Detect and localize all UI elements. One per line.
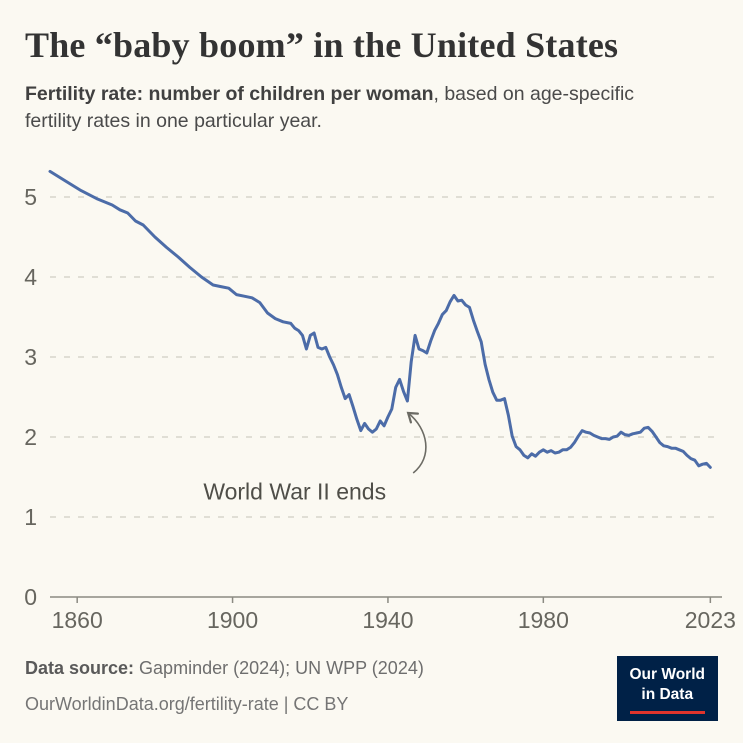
data-source-line: Data source: Gapminder (2024); UN WPP (2…: [25, 658, 424, 679]
svg-text:World War II ends: World War II ends: [203, 478, 386, 504]
svg-text:2: 2: [24, 424, 37, 450]
svg-text:4: 4: [24, 264, 37, 290]
attribution-line: OurWorldinData.org/fertility-rate | CC B…: [25, 693, 349, 714]
chart-subtitle-rest: , based on age-specific fertility rates …: [25, 82, 635, 132]
owid-logo-red-bar: [629, 711, 705, 714]
chart-title: The “baby boom” in the United States: [25, 25, 619, 65]
svg-text:1980: 1980: [518, 607, 569, 633]
owid-logo-text-line2: in Data: [641, 685, 694, 703]
svg-text:5: 5: [24, 184, 37, 210]
chart-subtitle-bold: Fertility rate: number of children per w…: [25, 82, 434, 105]
owid-logo: Our World in Data: [616, 655, 718, 721]
data-source-label: Data source:: [25, 657, 135, 678]
chart-header: The “baby boom” in the United States Fer…: [25, 25, 718, 136]
svg-text:2023: 2023: [685, 607, 736, 633]
footer-text-block: Data source: Gapminder (2024); UN WPP (2…: [25, 656, 424, 715]
chart-subtitle: Fertility rate: number of children per w…: [25, 81, 680, 136]
svg-text:1860: 1860: [52, 607, 103, 633]
svg-text:3: 3: [24, 344, 37, 370]
chart-footer: Data source: Gapminder (2024); UN WPP (2…: [25, 655, 718, 721]
owid-logo-text-line1: Our World: [629, 665, 706, 683]
data-source-text: Gapminder (2024); UN WPP (2024): [134, 657, 424, 678]
svg-text:1900: 1900: [207, 607, 258, 633]
svg-text:0: 0: [24, 584, 37, 610]
svg-text:1940: 1940: [362, 607, 413, 633]
svg-text:1: 1: [24, 504, 37, 530]
fertility-line-chart: 0 1 2 3 4 5 1860 1900 1940 1980 2023 World War II e…: [24, 169, 736, 633]
